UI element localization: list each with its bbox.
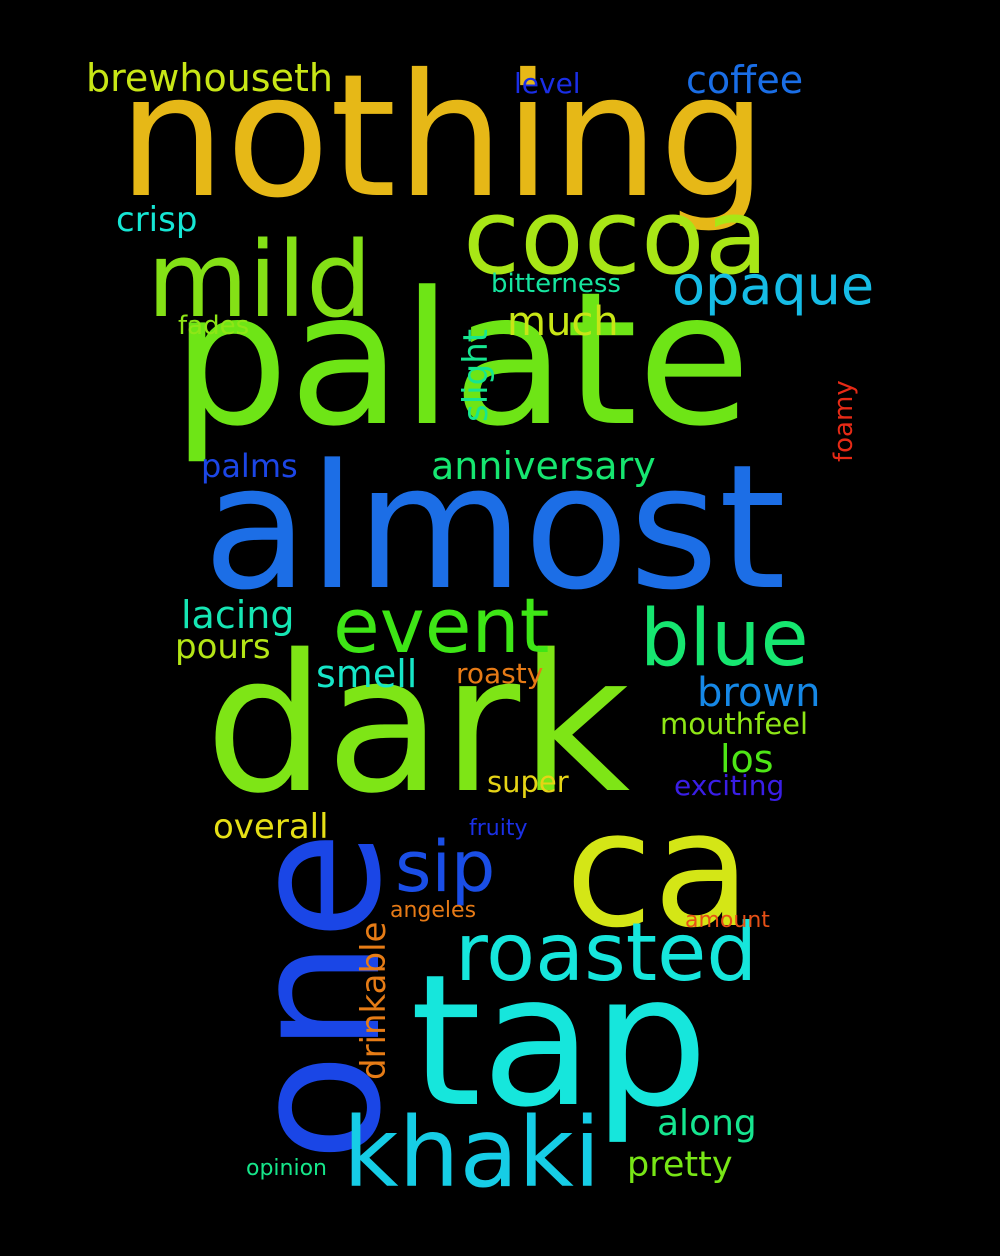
word-opaque: opaque: [672, 254, 875, 317]
word-palate: palate: [172, 253, 751, 467]
word-coffee: coffee: [686, 58, 804, 102]
word-smell: smell: [316, 652, 418, 696]
word-mouthfeel: mouthfeel: [660, 707, 809, 741]
word-angeles: angeles: [390, 898, 477, 923]
word-mild: mild: [147, 219, 373, 341]
word-fades: fades: [178, 311, 250, 341]
word-fruity: fruity: [469, 816, 528, 841]
word-roasty: roasty: [456, 657, 544, 690]
word-palms: palms: [201, 447, 298, 485]
word-event: event: [333, 581, 550, 670]
word-opinion: opinion: [246, 1156, 327, 1181]
word-exciting: exciting: [674, 769, 785, 802]
word-drinkable: drinkable: [354, 921, 394, 1080]
word-bitterness: bitterness: [491, 269, 621, 299]
word-super: super: [487, 765, 569, 799]
word-slight: slight: [456, 328, 496, 422]
word-cocoa: cocoa: [463, 176, 769, 298]
word-level: level: [514, 67, 581, 100]
word-los: los: [720, 737, 774, 781]
word-blue: blue: [640, 594, 809, 684]
word-foamy: foamy: [829, 380, 859, 462]
word-along: along: [657, 1103, 757, 1144]
word-khaki: khaki: [343, 1097, 601, 1209]
word-crisp: crisp: [116, 200, 198, 240]
word-brown: brown: [697, 670, 821, 716]
word-roasted: roasted: [455, 906, 758, 999]
word-almost: almost: [203, 427, 787, 628]
word-dark: dark: [205, 614, 631, 835]
word-ca: ca: [565, 776, 752, 963]
word-tap: tap: [410, 935, 709, 1147]
word-lacing: lacing: [181, 593, 295, 637]
word-brewhouseth: brewhouseth: [86, 56, 333, 100]
word-sip: sip: [395, 826, 496, 908]
word-pours: pours: [175, 627, 271, 667]
word-overall: overall: [213, 807, 329, 847]
word-nothing: nothing: [118, 38, 768, 236]
word-pretty: pretty: [627, 1145, 733, 1185]
word-much: much: [507, 299, 619, 345]
word-anniversary: anniversary: [431, 444, 656, 488]
word-amount: amount: [685, 908, 770, 933]
